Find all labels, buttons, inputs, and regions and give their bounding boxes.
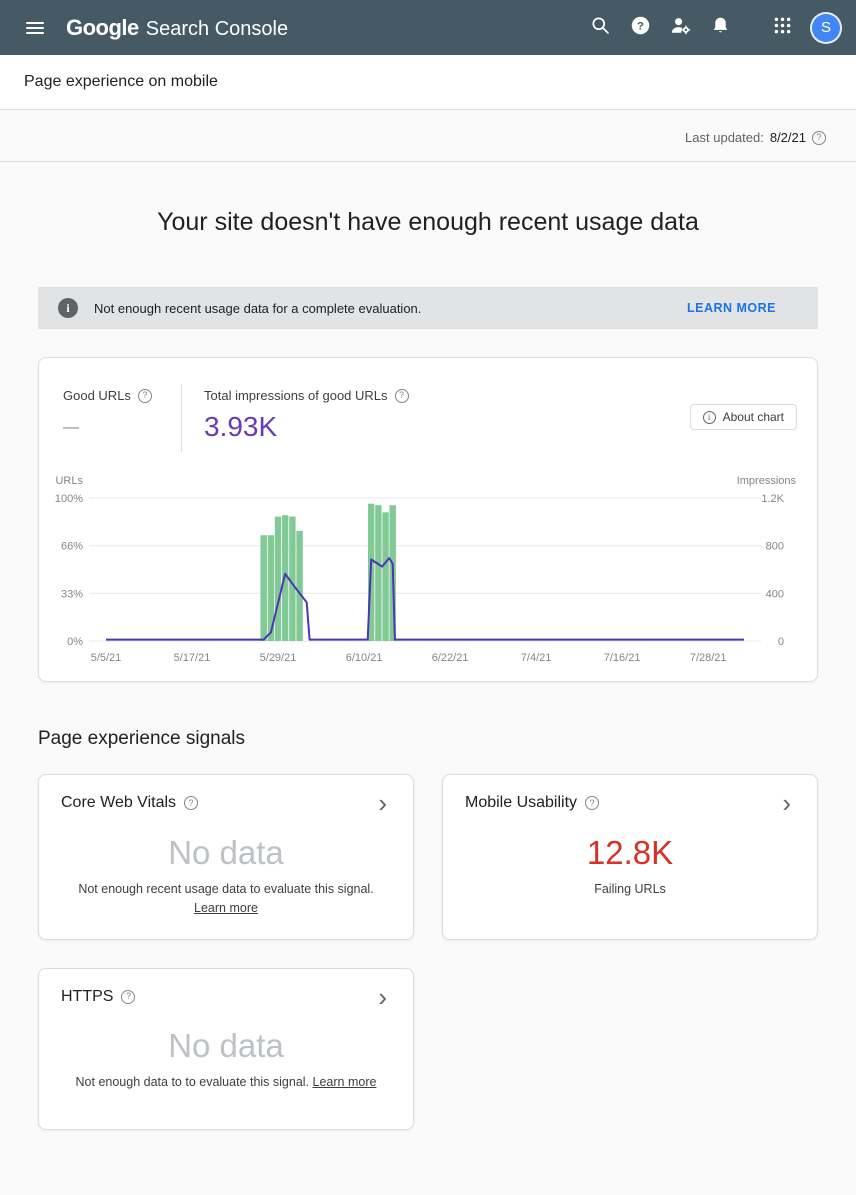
help-icon[interactable]: ? [394,388,409,403]
card-value: No data [168,1027,284,1065]
svg-text:6/22/21: 6/22/21 [432,652,469,664]
menu-button[interactable] [14,7,56,49]
impressions-value: 3.93K [204,411,278,442]
signals-grid: Core Web Vitals ? › No data Not enough r… [38,774,818,1130]
card-description: Not enough recent usage data to evaluate… [61,880,391,919]
notifications-button[interactable] [700,8,740,48]
impressions-label: Total impressions of good URLs [204,388,388,403]
search-icon [590,15,611,41]
card-title: Core Web Vitals [61,794,177,812]
svg-text:800: 800 [766,541,784,553]
account-avatar[interactable]: S [810,11,842,44]
signals-heading: Page experience signals [38,728,246,749]
svg-text:6/10/21: 6/10/21 [346,652,383,664]
card-description: Not enough data to to evaluate this sign… [61,1073,391,1092]
good-urls-metric: Good URLs ? — [63,380,181,437]
svg-text:5/5/21: 5/5/21 [91,652,122,664]
last-updated-row: Last updated: 8/2/21 ? [0,110,856,162]
svg-text:33%: 33% [61,588,83,600]
card-description-text: Not enough recent usage data to evaluate… [78,881,374,896]
card-core-web-vitals[interactable]: Core Web Vitals ? › No data Not enough r… [38,774,414,940]
help-icon[interactable]: ? [812,130,826,145]
last-updated-label: Last updated: [685,130,764,145]
about-chart-label: About chart [722,410,784,424]
svg-text:0%: 0% [67,636,83,648]
svg-text:7/4/21: 7/4/21 [521,652,552,664]
info-icon: i [58,298,78,318]
google-logo-text: Google [66,14,139,40]
card-description-text: Not enough data to to evaluate this sign… [75,1075,310,1090]
page-headline: Your site doesn't have enough recent usa… [157,208,699,236]
last-updated-date: 8/2/21 [769,130,806,145]
svg-text:0: 0 [778,636,784,648]
info-icon: i [702,410,716,424]
search-button[interactable] [580,8,620,48]
help-button[interactable]: ? [620,8,660,48]
user-settings-icon [669,14,692,42]
help-icon: ? [630,15,651,41]
svg-text:400: 400 [766,588,784,600]
good-urls-chart: 100% 1.2K 66% 800 33% 400 0% 0 URLs Impressions 5/… [39,452,817,671]
help-icon[interactable]: ? [585,796,600,811]
help-icon[interactable]: ? [121,989,136,1004]
bell-icon [710,15,731,41]
card-title: Mobile Usability [465,794,578,812]
app-header: Google Search Console ? [0,0,856,55]
page-title-bar: Page experience on mobile [0,55,856,110]
svg-text:Impressions: Impressions [737,475,797,487]
svg-text:66%: 66% [61,541,83,553]
apps-grid-icon [772,15,793,41]
hamburger-icon [26,19,44,37]
svg-text:1.2K: 1.2K [761,493,784,505]
app-logo[interactable]: Google Search Console [66,15,288,41]
card-mobile-usability[interactable]: Mobile Usability ? › 12.8K Failing URLs [442,774,818,940]
card-value: 12.8K [586,833,674,871]
svg-text:?: ? [637,20,644,32]
svg-text:7/16/21: 7/16/21 [604,652,641,664]
learn-more-link[interactable]: Learn more [194,901,258,916]
card-title: HTTPS [61,987,114,1005]
banner-message: Not enough recent usage data for a compl… [94,300,422,316]
product-name-text: Search Console [145,17,289,40]
svg-text:100%: 100% [55,493,83,505]
good-urls-chart-card: Good URLs ? — Total impressions of good … [38,357,818,682]
impressions-metric: Total impressions of good URLs ? 3.93K [204,380,409,443]
vertical-divider [181,384,182,452]
page-title: Page experience on mobile [24,73,218,90]
card-https[interactable]: HTTPS ? › No data Not enough data to to … [38,967,414,1130]
chevron-right-icon[interactable]: › [782,788,791,818]
chevron-right-icon[interactable]: › [378,981,387,1012]
svg-text:7/28/21: 7/28/21 [690,652,727,664]
help-icon[interactable]: ? [137,388,152,403]
svg-text:5/29/21: 5/29/21 [260,652,297,664]
notice-banner: i Not enough recent usage data for a com… [38,287,818,329]
good-urls-value: — [63,419,79,436]
chart-card-header: Good URLs ? — Total impressions of good … [39,380,817,452]
card-description-text: Failing URLs [594,881,666,896]
learn-more-link[interactable]: Learn more [312,1075,377,1090]
main-content: Last updated: 8/2/21 ? Your site doesn't… [0,110,856,1182]
apps-grid-button[interactable] [762,8,802,48]
good-urls-label: Good URLs [63,388,131,403]
help-icon[interactable]: ? [184,796,199,811]
about-chart-button[interactable]: i About chart [689,404,797,430]
user-settings-button[interactable] [660,8,700,48]
card-description: Failing URLs [465,880,795,899]
banner-learn-more-link[interactable]: LEARN MORE [686,301,776,315]
svg-text:5/17/21: 5/17/21 [174,652,211,664]
svg-text:URLs: URLs [55,475,83,487]
card-value: No data [168,833,284,871]
chevron-right-icon[interactable]: › [378,788,387,818]
